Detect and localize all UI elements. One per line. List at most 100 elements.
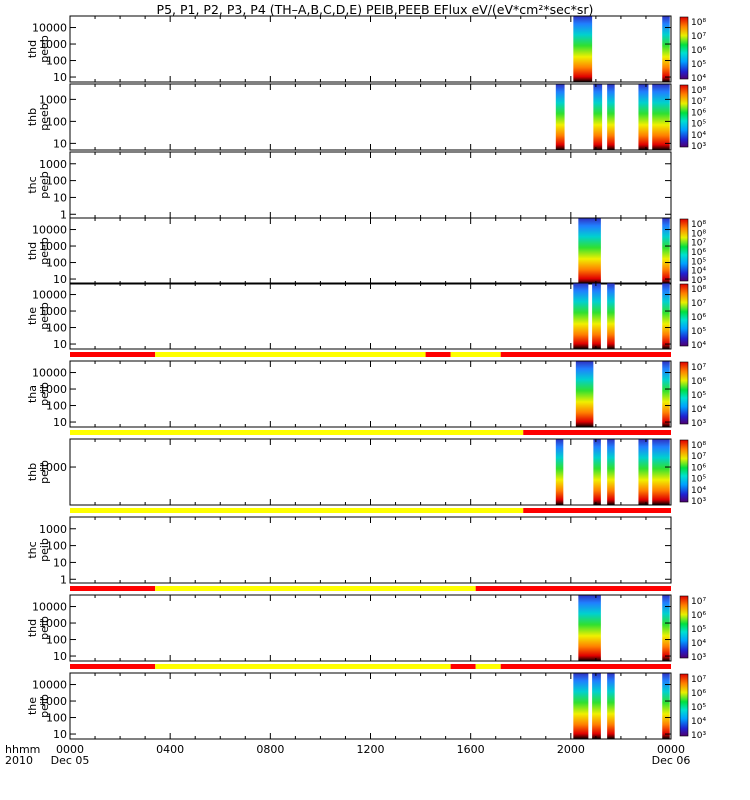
colorbar-label: 10⁴ <box>691 486 706 496</box>
mode-bar-segment <box>155 664 451 669</box>
panel-the-peib: 10000 1000 100 10 the peib 10⁷ 10⁶ 10⁵ 10⁴ 10³ <box>26 672 706 741</box>
colorbar-label: 10⁶ <box>691 248 706 258</box>
y-tick-label: 10000 <box>32 289 67 302</box>
colorbar-label: 10⁵ <box>691 120 706 130</box>
y-tick-label: 10 <box>53 273 67 286</box>
y-tick-label: 1000 <box>39 461 67 474</box>
y-tick-label: 10 <box>53 650 67 663</box>
y-axis-label: peib <box>38 616 51 640</box>
spectrogram-block <box>593 84 603 150</box>
spectrogram-block <box>555 84 565 150</box>
mode-bar-segment <box>450 352 501 357</box>
colorbar-label: 10⁶ <box>691 689 706 699</box>
spectrogram-block <box>662 595 670 661</box>
colorbar-label: 10⁸ <box>691 86 706 96</box>
colorbar <box>679 595 689 659</box>
panel-thc-peeb: 1000 100 10 1 thc peeb <box>26 151 672 221</box>
y-tick-label: 1000 <box>39 93 67 106</box>
spectrogram-block <box>662 218 670 284</box>
spectrogram-block <box>607 283 615 349</box>
colorbar-label: 10⁶ <box>691 377 706 387</box>
y-axis-label: peib <box>38 382 51 406</box>
y-axis-label: thb <box>26 463 39 481</box>
spectrogram-block <box>638 84 649 150</box>
y-tick-label: 10 <box>53 728 67 741</box>
y-axis-label: thb <box>26 108 39 126</box>
y-tick-label: 1000 <box>39 240 67 253</box>
colorbar-label: 10⁵ <box>691 327 706 337</box>
y-tick-label: 100 <box>46 175 67 188</box>
y-tick-label: 100 <box>46 55 67 68</box>
date-end-label: Dec 06 <box>652 754 691 767</box>
y-axis-label: thc <box>26 541 39 558</box>
colorbar-label: 10⁵ <box>691 391 706 401</box>
colorbar-label: 10⁷ <box>691 32 706 42</box>
mode-bar-segment <box>500 664 671 669</box>
colorbar-label: 10⁷ <box>691 363 706 373</box>
y-tick-label: 1000 <box>39 158 67 171</box>
panel-frame <box>69 83 672 151</box>
figure-title: P5, P1, P2, P3, P4 (TH–A,B,C,D,E) PEIB,P… <box>157 2 594 17</box>
colorbar-label: 10⁸ <box>691 220 706 230</box>
colorbar-label: 10⁶ <box>691 46 706 56</box>
spectrogram-block <box>662 16 670 82</box>
colorbar-label: 10⁷ <box>691 239 706 249</box>
spectrogram-block <box>573 16 593 82</box>
y-axis-label: peeb <box>38 302 51 330</box>
colorbar-label: 10³ <box>691 497 706 507</box>
colorbar-label: 10³ <box>691 276 706 286</box>
spectrogram-block <box>607 84 615 150</box>
y-tick-label: 1 <box>60 573 67 586</box>
spectrogram-block <box>607 673 615 739</box>
spectrogram-block <box>592 673 601 739</box>
y-axis-label: thd <box>26 40 39 58</box>
spectrogram-block <box>593 439 601 505</box>
colorbar-label: 10⁴ <box>691 639 706 649</box>
y-tick-label: 1000 <box>39 38 67 51</box>
y-axis-label: thc <box>26 176 39 193</box>
y-axis-label: peeb <box>38 171 51 199</box>
x-tick-label: 2000 <box>557 743 585 756</box>
y-tick-label: 100 <box>46 257 67 270</box>
mode-bar-segment <box>155 586 476 591</box>
spectrogram-block <box>652 439 670 505</box>
y-tick-label: 1000 <box>39 617 67 630</box>
spectrogram-block <box>592 283 601 349</box>
colorbar-label: 10⁸ <box>691 229 706 239</box>
colorbar-label: 10⁷ <box>691 299 706 309</box>
y-tick-label: 100 <box>46 634 67 647</box>
x-tick-label: 0000 <box>56 743 84 756</box>
colorbar-label: 10⁶ <box>691 313 706 323</box>
colorbar <box>679 361 689 425</box>
mode-bar-segment <box>475 664 501 669</box>
y-tick-label: 10000 <box>32 601 67 614</box>
x-tick-label: 1600 <box>457 743 485 756</box>
colorbar-label: 10⁶ <box>691 463 706 473</box>
colorbar-label: 10⁷ <box>691 597 706 607</box>
mode-bar-segment <box>523 430 671 435</box>
colorbar <box>679 218 689 282</box>
panel-frame <box>69 438 672 506</box>
colorbar-label: 10⁵ <box>691 703 706 713</box>
colorbar-label: 10⁷ <box>691 452 706 462</box>
y-tick-label: 10 <box>53 191 67 204</box>
mode-bar-segment <box>70 586 156 591</box>
colorbar-label: 10⁸ <box>691 285 706 295</box>
y-tick-label: 1 <box>60 208 67 221</box>
y-tick-label: 10 <box>53 416 67 429</box>
colorbar-label: 10⁸ <box>691 441 706 451</box>
y-axis-label: the <box>26 697 39 715</box>
y-tick-label: 10 <box>53 556 67 569</box>
colorbar-label: 10⁸ <box>691 18 706 28</box>
colorbar-label: 10⁶ <box>691 611 706 621</box>
y-axis-label: peib <box>38 460 51 484</box>
y-axis-label: thd <box>26 619 39 637</box>
panel-tha-peib: 10000 1000 100 10 tha peib 10⁷ 10⁶ 10⁵ 10⁴ 10³ <box>26 360 706 435</box>
spectrogram-block <box>555 439 564 505</box>
spectrogram-block <box>662 673 670 739</box>
colorbar-label: 10⁵ <box>691 60 706 70</box>
mode-bar-segment <box>450 664 476 669</box>
